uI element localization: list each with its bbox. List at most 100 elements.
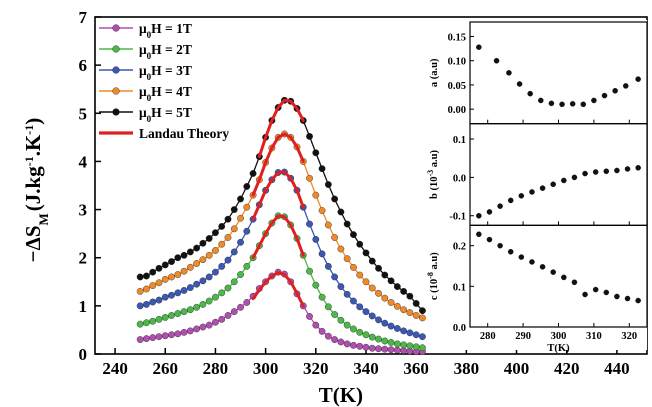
data-point <box>318 207 326 214</box>
data-point <box>168 291 175 299</box>
data-point <box>155 296 163 304</box>
inset-y-tick-label: 0.0 <box>453 173 466 184</box>
data-point <box>387 299 395 306</box>
inset-y-tick-label: -0.1 <box>449 212 466 223</box>
x-tick-label: 320 <box>303 359 329 378</box>
inset-data-point <box>635 297 641 304</box>
legend-marker <box>112 45 120 53</box>
data-point <box>324 303 332 311</box>
legend-label-sub: 0 <box>147 93 152 103</box>
y-axis-title-units: (J.kg <box>21 166 45 211</box>
inset-data-point <box>591 97 597 104</box>
data-point <box>356 240 364 248</box>
data-point <box>249 170 257 177</box>
data-point <box>362 308 370 316</box>
data-point <box>350 231 357 239</box>
inset-panel-c: 0.0 0.1 0.2 c (10-8 a.u) <box>426 224 648 334</box>
y-axis-title-exp: -1 <box>22 156 36 166</box>
inset-y-tick-label: 0.00 <box>448 105 466 116</box>
x-tick-label: 420 <box>554 359 580 378</box>
data-point <box>168 331 175 339</box>
legend-item: μ0H = 5T <box>99 105 192 124</box>
data-point <box>136 273 144 281</box>
inset-y-tick-label: 0.1 <box>453 282 466 293</box>
inset-data-point <box>603 168 610 174</box>
data-point <box>205 251 213 259</box>
data-point <box>174 271 182 278</box>
data-point <box>387 277 395 285</box>
inset-data-point <box>614 293 620 300</box>
inset-data-point <box>601 92 608 99</box>
x-tick-label: 440 <box>604 359 630 378</box>
inset-data-point <box>592 286 599 293</box>
inset-data-point <box>561 274 567 281</box>
data-point <box>368 257 376 265</box>
legend-label-sub: 0 <box>147 51 152 61</box>
data-point <box>350 341 357 349</box>
data-point <box>230 308 238 316</box>
inset-panel-b: -0.1 0.0 0.1 b (10-3 a.u) <box>426 123 648 226</box>
inset-y-tick-label: 0.05 <box>448 81 466 92</box>
legend-label-prefix: μ <box>139 84 147 99</box>
data-point <box>174 289 182 297</box>
inset-data-point <box>516 81 523 87</box>
data-point <box>243 183 251 190</box>
inset-data-point <box>548 100 555 107</box>
inset-data-point <box>569 101 576 107</box>
inset-data-point <box>497 203 503 209</box>
inset-data-point <box>571 174 578 181</box>
data-point <box>318 250 326 258</box>
data-point <box>143 285 150 293</box>
data-point <box>337 316 345 324</box>
data-point <box>174 254 182 262</box>
data-point <box>149 268 157 276</box>
data-point <box>337 245 345 253</box>
data-point <box>337 338 345 346</box>
inset-data-point <box>582 170 588 177</box>
data-point <box>393 302 401 310</box>
data-point <box>230 278 238 286</box>
data-point <box>136 336 144 343</box>
data-point <box>186 284 194 291</box>
data-point <box>193 244 201 252</box>
data-point <box>368 344 376 352</box>
data-point <box>400 306 408 314</box>
inset-y-tick-label: 0.15 <box>448 33 466 44</box>
data-point <box>400 288 408 295</box>
inset-data-point <box>497 242 503 249</box>
data-point <box>174 310 182 317</box>
data-point <box>205 235 213 242</box>
data-point <box>381 294 389 302</box>
data-point <box>406 309 414 316</box>
data-point <box>387 339 395 346</box>
inset-x-tick-label: 300 <box>551 331 567 342</box>
data-point <box>193 325 201 333</box>
data-point <box>362 249 370 257</box>
legend-item: Landau Theory <box>99 126 229 141</box>
y-axis-title-close: ) <box>21 118 45 125</box>
data-point <box>400 327 408 335</box>
inset-y-axis-title-suffix: a.u) <box>429 252 440 272</box>
inset-data-point <box>486 209 493 215</box>
inset-data-point <box>561 177 567 184</box>
data-point <box>406 342 414 350</box>
data-point <box>218 262 226 270</box>
legend-label-prefix: μ <box>139 105 147 120</box>
data-point <box>419 307 426 315</box>
data-point <box>224 256 232 264</box>
data-point <box>205 273 213 281</box>
data-point <box>400 341 408 349</box>
y-tick-label: 5 <box>79 104 88 123</box>
inset-y-axis-title: c (10-8 a.u) <box>426 252 441 300</box>
data-point <box>136 288 144 295</box>
data-point <box>161 332 169 340</box>
y-tick-label: 3 <box>79 201 88 220</box>
data-point <box>331 195 339 203</box>
inset-data-point <box>603 289 610 296</box>
data-point <box>375 264 382 272</box>
y-tick-label: 0 <box>79 345 88 364</box>
inset-panel-a: 0.00 0.05 0.10 0.15 a (a.u) <box>429 21 648 125</box>
data-point <box>193 260 201 267</box>
legend-label-sub: 0 <box>147 30 152 40</box>
